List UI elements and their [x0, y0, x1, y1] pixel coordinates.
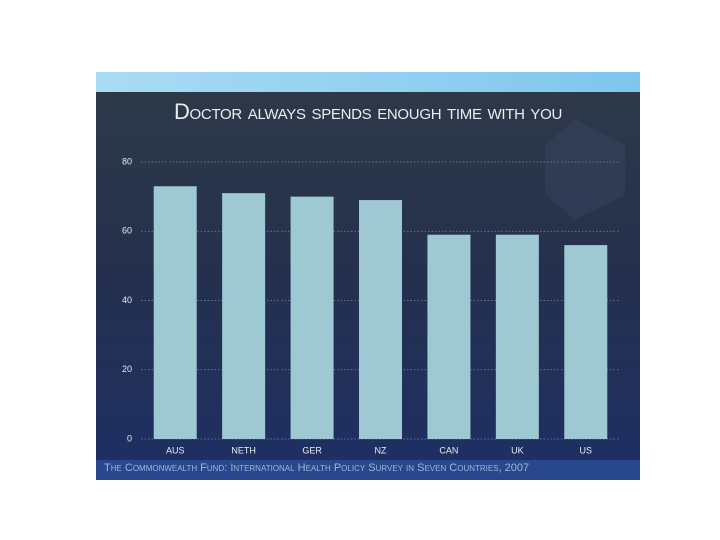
bar: [427, 234, 471, 439]
x-tick-label: GER: [302, 445, 322, 455]
x-tick-label: UK: [511, 445, 524, 455]
y-tick-label: 60: [122, 226, 132, 236]
source-note: The Commonwealth Fund: International Hea…: [104, 462, 530, 474]
bar: [359, 200, 402, 439]
bar: [564, 245, 608, 439]
y-tick-label: 0: [127, 433, 132, 443]
chart-title: Doctor always spends enough time with yo…: [173, 99, 563, 124]
bar: [222, 193, 266, 439]
footer-band: [96, 460, 640, 480]
y-tick-label: 20: [122, 364, 132, 374]
hexagon-decor: [545, 120, 625, 220]
y-tick-label: 80: [122, 156, 132, 166]
y-tick-label: 40: [122, 295, 132, 305]
bar: [495, 234, 539, 439]
x-tick-label: NZ: [375, 445, 387, 455]
top-strip: [96, 72, 640, 92]
x-tick-label: NETH: [231, 445, 256, 455]
x-tick-label: AUS: [166, 445, 185, 455]
x-tick-label: US: [580, 445, 593, 455]
bar: [290, 196, 334, 439]
x-tick-label: CAN: [439, 445, 458, 455]
bar: [153, 186, 197, 439]
